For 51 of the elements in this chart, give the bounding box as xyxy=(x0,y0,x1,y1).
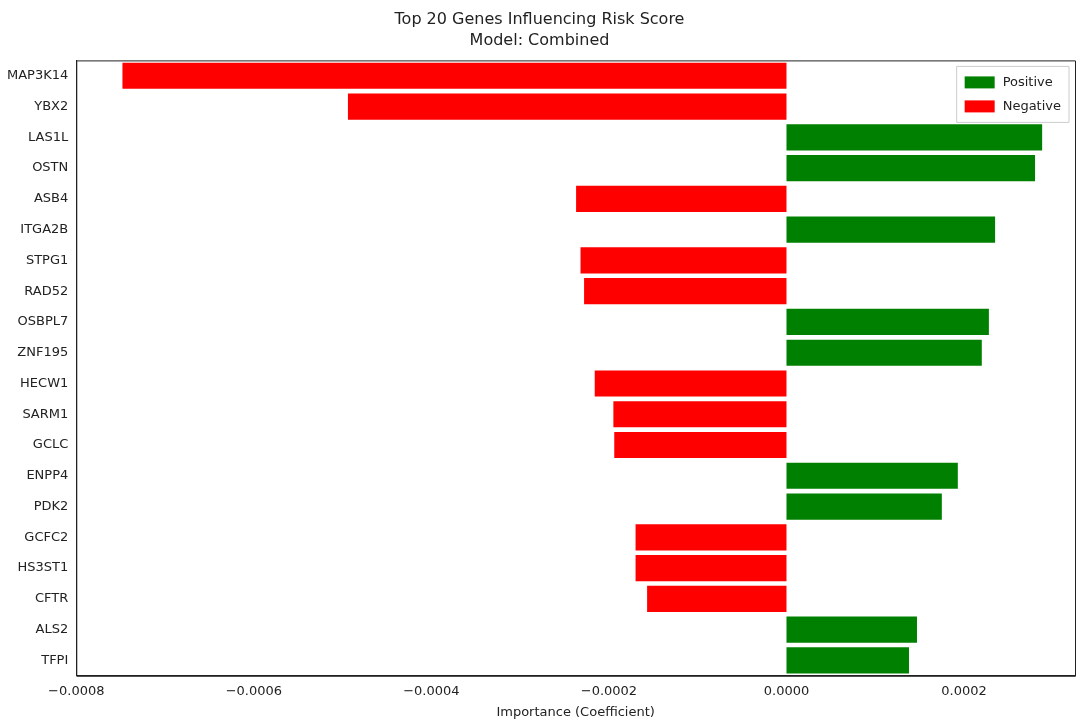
y-tick-label: SARM1 xyxy=(22,405,69,421)
bar xyxy=(786,124,1043,151)
x-tick-label: 0.0002 xyxy=(941,682,987,698)
y-tick-label: CFTR xyxy=(34,590,69,606)
bar xyxy=(635,555,787,582)
y-tick-label: ALS2 xyxy=(35,621,69,637)
y-tick-label: LAS1L xyxy=(28,128,70,144)
y-tick-label: ENPP4 xyxy=(26,467,69,483)
bar xyxy=(786,308,989,336)
bar xyxy=(580,247,787,274)
x-tick-label: −0.0008 xyxy=(48,682,105,698)
bar xyxy=(635,524,787,551)
bar xyxy=(613,401,787,428)
x-tick-label: −0.0004 xyxy=(403,682,460,698)
y-tick-label: YBX2 xyxy=(33,97,69,113)
bar xyxy=(786,155,1036,182)
y-tick-label: OSBPL7 xyxy=(17,313,69,329)
y-tick-label: TFPI xyxy=(40,651,69,667)
y-tick-label: MAP3K14 xyxy=(6,67,69,83)
x-tick-label: −0.0002 xyxy=(580,682,638,698)
y-tick-label: PDK2 xyxy=(33,497,69,513)
x-tick-label: 0.0000 xyxy=(763,682,810,698)
x-axis-title: Importance (Coefficient) xyxy=(496,703,655,719)
chart-title: Top 20 Genes Influencing Risk Score xyxy=(393,8,685,28)
y-tick-label: RAD52 xyxy=(24,282,69,298)
y-tick-label: HECW1 xyxy=(20,374,69,390)
x-tick-label: −0.0006 xyxy=(225,682,283,698)
bar xyxy=(786,647,909,674)
chart-subtitle: Model: Combined xyxy=(469,29,610,49)
bar xyxy=(584,278,787,305)
y-tick-label: ZNF195 xyxy=(17,344,69,360)
legend-label: Negative xyxy=(1002,97,1061,113)
bar xyxy=(647,585,787,612)
bar xyxy=(614,431,787,459)
y-tick-label: OSTN xyxy=(32,159,69,175)
y-tick-label: GCLC xyxy=(32,436,69,452)
y-tick-label: STPG1 xyxy=(25,251,69,267)
bar xyxy=(786,216,996,243)
bar xyxy=(347,93,787,120)
bar xyxy=(786,339,982,366)
legend-label: Positive xyxy=(1002,73,1053,89)
y-tick-label: HS3ST1 xyxy=(17,559,69,575)
bar xyxy=(786,616,917,643)
y-tick-label: GCFC2 xyxy=(24,528,69,544)
bar xyxy=(594,370,787,397)
y-tick-label: ITGA2B xyxy=(20,221,69,237)
bar xyxy=(576,185,787,212)
y-tick-label: ASB4 xyxy=(33,190,69,206)
bar xyxy=(122,62,787,89)
bar xyxy=(786,462,958,489)
bar xyxy=(786,493,942,520)
